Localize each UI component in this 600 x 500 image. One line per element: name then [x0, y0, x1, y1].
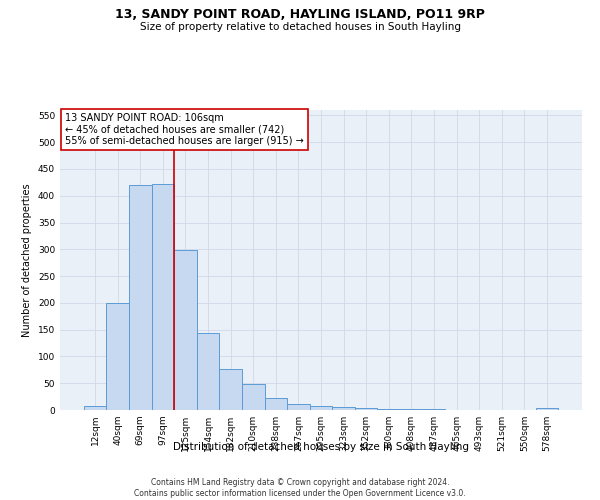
Bar: [152, 184, 174, 410]
Text: Size of property relative to detached houses in South Hayling: Size of property relative to detached ho…: [139, 22, 461, 32]
Bar: [287, 404, 310, 410]
Text: Distribution of detached houses by size in South Hayling: Distribution of detached houses by size …: [173, 442, 469, 452]
Bar: [242, 384, 265, 410]
Bar: [332, 407, 355, 410]
Bar: [265, 398, 287, 410]
Text: 13, SANDY POINT ROAD, HAYLING ISLAND, PO11 9RP: 13, SANDY POINT ROAD, HAYLING ISLAND, PO…: [115, 8, 485, 20]
Bar: [84, 406, 106, 410]
Bar: [536, 408, 558, 410]
Text: 13 SANDY POINT ROAD: 106sqm
← 45% of detached houses are smaller (742)
55% of se: 13 SANDY POINT ROAD: 106sqm ← 45% of det…: [65, 113, 304, 146]
Bar: [174, 250, 197, 410]
Bar: [355, 408, 377, 410]
Bar: [220, 369, 242, 410]
Bar: [377, 409, 400, 410]
Bar: [400, 409, 422, 410]
Bar: [197, 334, 220, 410]
Text: Contains HM Land Registry data © Crown copyright and database right 2024.
Contai: Contains HM Land Registry data © Crown c…: [134, 478, 466, 498]
Bar: [129, 185, 152, 410]
Y-axis label: Number of detached properties: Number of detached properties: [22, 183, 32, 337]
Bar: [106, 303, 129, 410]
Bar: [310, 406, 332, 410]
